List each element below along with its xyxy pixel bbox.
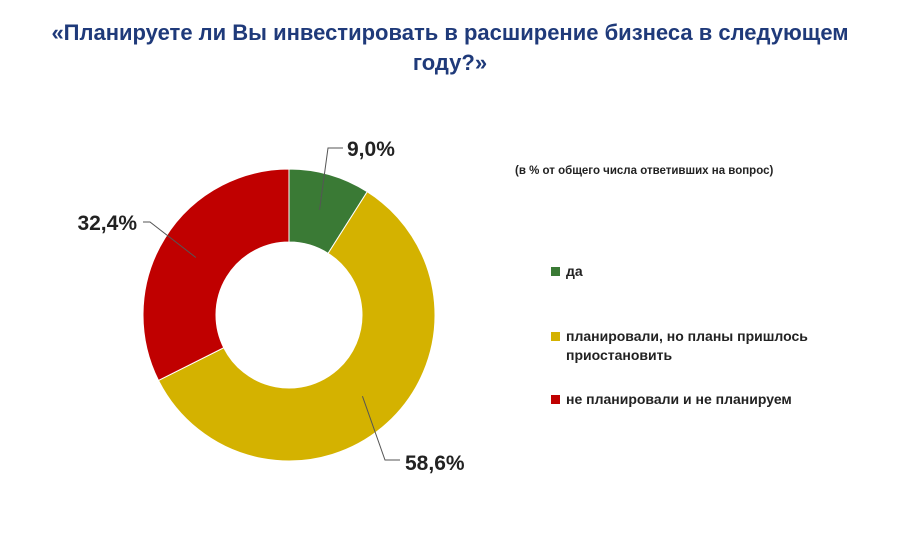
data-label-paused: 58,6% [405,452,465,475]
slice-no [142,168,290,382]
legend-swatch-no [551,395,560,404]
data-label-no: 32,4% [77,212,137,235]
leader-line-no [143,221,197,258]
legend-item-paused: планировали, но планы пришлось приостано… [551,327,826,365]
legend-item-yes: да [551,262,826,281]
chart-subtitle: (в % от общего числа ответивших на вопро… [515,165,774,177]
legend-label-no: не планировали и не планируем [566,391,792,407]
chart-title: «Планируете ли Вы инвестировать в расшир… [51,20,849,75]
leader-line-yes [319,147,343,210]
legend-item-no: не планировали и не планируем [551,390,826,409]
legend-label-yes: да [566,263,583,279]
legend-swatch-paused [551,332,560,341]
slice-paused [157,191,436,462]
legend-label-paused: планировали, но планы пришлось приостано… [566,328,808,363]
legend-swatch-yes [551,267,560,276]
leader-line-paused [361,396,400,461]
data-label-yes: 9,0% [347,138,395,161]
